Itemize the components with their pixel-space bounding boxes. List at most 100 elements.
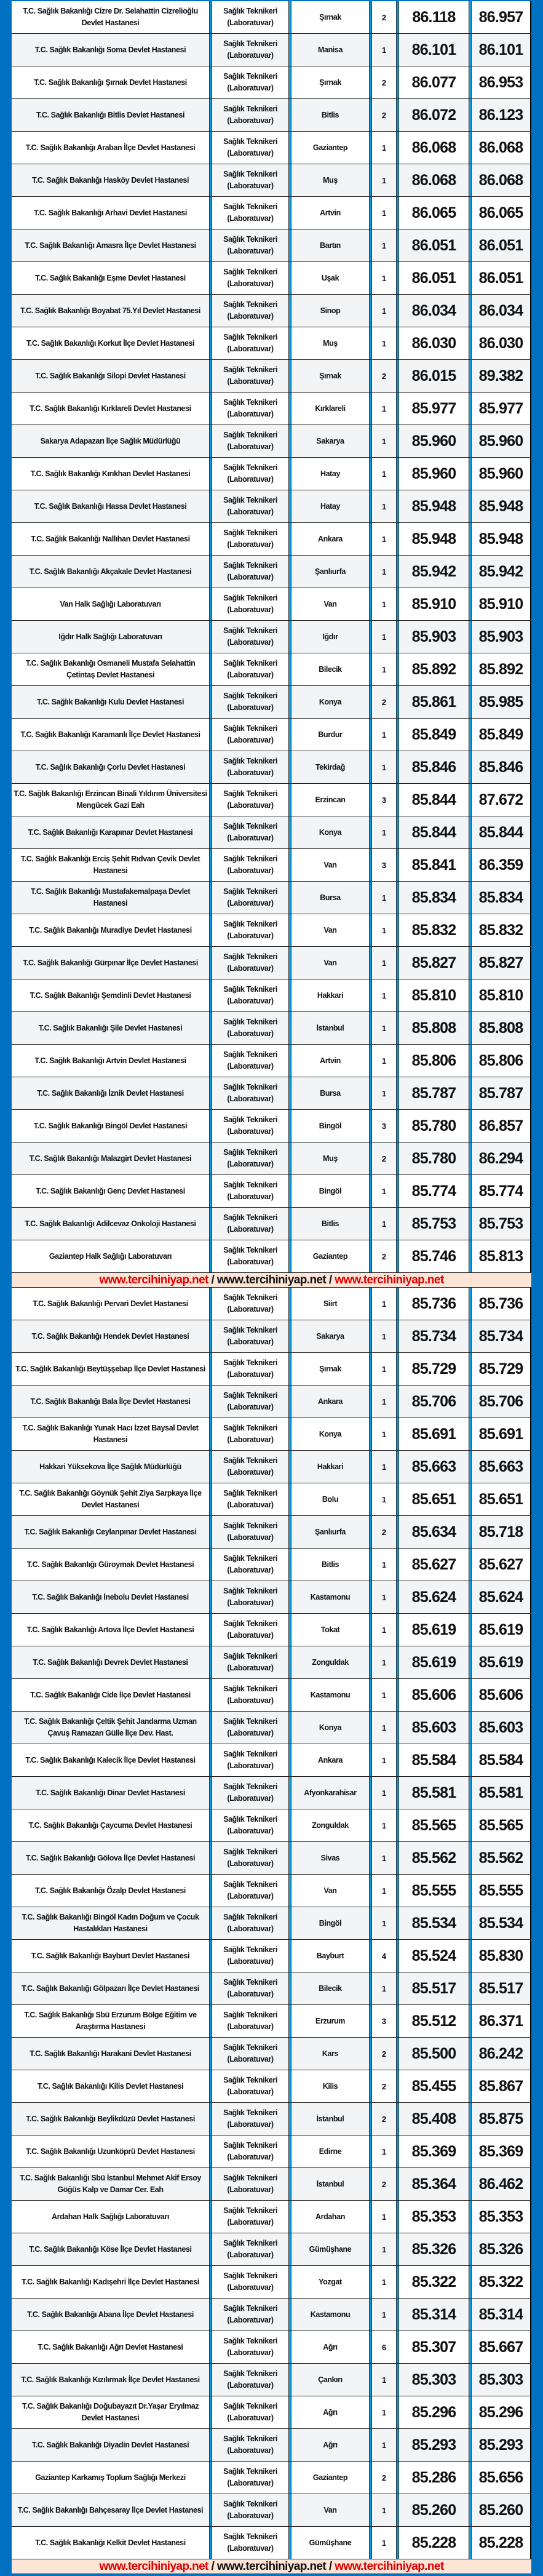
quota-cell: 1 xyxy=(372,295,396,327)
table-row: T.C. Sağlık Bakanlığı Çaycuma Devlet Has… xyxy=(12,1809,531,1842)
website-link[interactable]: www.tercihiniyap.net xyxy=(99,1273,208,1286)
column-divider xyxy=(288,132,291,164)
city-cell: Artvin xyxy=(291,197,369,229)
column-divider xyxy=(469,1483,472,1515)
column-divider xyxy=(288,621,291,653)
column-divider xyxy=(369,653,372,685)
column-divider xyxy=(209,1777,212,1809)
column-divider xyxy=(209,751,212,783)
city-cell: Bitlis xyxy=(291,1208,369,1240)
quota-cell: 1 xyxy=(372,914,396,946)
column-divider xyxy=(469,132,472,164)
quota-cell: 1 xyxy=(372,458,396,490)
max-score-cell: 85.960 xyxy=(472,458,530,490)
institution-name-cell: Van Halk Sağlığı Laboratuvarı xyxy=(12,588,209,620)
department-cell: Sağlık Teknikeri (Laboratuvar) xyxy=(212,1142,288,1174)
column-divider xyxy=(369,1012,372,1044)
department-cell: Sağlık Teknikeri (Laboratuvar) xyxy=(212,132,288,164)
column-divider xyxy=(469,2429,472,2461)
column-divider xyxy=(469,2462,472,2494)
column-divider xyxy=(288,1809,291,1841)
website-link[interactable]: www.tercihiniyap.net xyxy=(335,2559,444,2573)
department-cell: Sağlık Teknikeri (Laboratuvar) xyxy=(212,1077,288,1109)
max-score-cell: 85.977 xyxy=(472,393,530,425)
column-divider xyxy=(369,2070,372,2102)
table-row: T.C. Sağlık Bakanlığı Korkut İlçe Devlet… xyxy=(12,327,531,360)
column-divider xyxy=(288,1386,291,1418)
max-score-cell: 85.832 xyxy=(472,914,530,946)
min-score-cell: 85.734 xyxy=(399,1320,469,1352)
city-cell: Şırnak xyxy=(291,1,369,33)
city-cell: Kilis xyxy=(291,2070,369,2102)
column-divider xyxy=(369,1744,372,1776)
department-cell: Sağlık Teknikeri (Laboratuvar) xyxy=(212,197,288,229)
max-score-cell: 85.787 xyxy=(472,1077,530,1109)
column-divider xyxy=(369,621,372,653)
website-link[interactable]: www.tercihiniyap.net xyxy=(216,1273,327,1286)
column-divider xyxy=(369,1516,372,1548)
department-cell: Sağlık Teknikeri (Laboratuvar) xyxy=(212,2462,288,2494)
min-score-cell: 85.565 xyxy=(399,1809,469,1841)
table-row: T.C. Sağlık Bakanlığı Dinar Devlet Hasta… xyxy=(12,1777,531,1809)
min-score-cell: 85.364 xyxy=(399,2168,469,2200)
max-score-cell: 86.857 xyxy=(472,1110,530,1142)
quota-cell: 2 xyxy=(372,2070,396,2102)
department-cell: Sağlık Teknikeri (Laboratuvar) xyxy=(212,2299,288,2331)
column-divider xyxy=(369,2527,372,2559)
column-divider xyxy=(396,34,399,66)
quota-cell: 1 xyxy=(372,1875,396,1907)
table-row: T.C. Sağlık Bakanlığı Göynük Şehit Ziya … xyxy=(12,1483,531,1516)
department-cell: Sağlık Teknikeri (Laboratuvar) xyxy=(212,1516,288,1548)
website-banner[interactable]: www.tercihiniyap.net / www.tercihiniyap.… xyxy=(12,1273,531,1288)
min-score-cell: 86.065 xyxy=(399,197,469,229)
column-divider xyxy=(288,458,291,490)
website-link[interactable]: www.tercihiniyap.net xyxy=(335,1273,444,1286)
separator-text: / xyxy=(208,1273,217,1286)
department-cell: Sağlık Teknikeri (Laboratuvar) xyxy=(212,1483,288,1515)
city-cell: Ankara xyxy=(291,523,369,555)
city-cell: Bilecik xyxy=(291,653,369,685)
min-score-cell: 86.051 xyxy=(399,262,469,294)
column-divider xyxy=(369,1386,372,1418)
max-score-cell: 85.875 xyxy=(472,2103,530,2135)
min-score-cell: 85.832 xyxy=(399,914,469,946)
quota-cell: 1 xyxy=(372,164,396,196)
institution-name-cell: T.C. Sağlık Bakanlığı Köse İlçe Devlet H… xyxy=(12,2233,209,2265)
max-score-cell: 85.691 xyxy=(472,1418,530,1450)
column-divider xyxy=(209,1907,212,1939)
min-score-cell: 85.619 xyxy=(399,1614,469,1646)
table-row: T.C. Sağlık Bakanlığı Kadışehri İlçe Dev… xyxy=(12,2266,531,2299)
website-banner[interactable]: www.tercihiniyap.net / www.tercihiniyap.… xyxy=(12,2559,531,2574)
column-divider xyxy=(288,1614,291,1646)
column-divider xyxy=(396,197,399,229)
table-row: T.C. Sağlık Bakanlığı Güroymak Devlet Ha… xyxy=(12,1549,531,1581)
table-row: T.C. Sağlık Bakanlığı Gölova İlçe Devlet… xyxy=(12,1842,531,1875)
city-cell: Konya xyxy=(291,816,369,848)
quota-cell: 1 xyxy=(372,1483,396,1515)
institution-name-cell: T.C. Sağlık Bakanlığı Amasra İlçe Devlet… xyxy=(12,229,209,261)
column-divider xyxy=(369,947,372,979)
column-divider xyxy=(288,849,291,881)
max-score-cell: 85.774 xyxy=(472,1175,530,1207)
column-divider xyxy=(288,588,291,620)
min-score-cell: 85.562 xyxy=(399,1842,469,1874)
institution-name-cell: T.C. Sağlık Bakanlığı Soma Devlet Hastan… xyxy=(12,34,209,66)
quota-cell: 2 xyxy=(372,2038,396,2070)
min-score-cell: 85.606 xyxy=(399,1679,469,1711)
column-divider xyxy=(396,1842,399,1874)
column-divider xyxy=(396,947,399,979)
table-row: T.C. Sağlık Bakanlığı Uzunköprü Devlet H… xyxy=(12,2135,531,2168)
column-divider xyxy=(369,1240,372,1272)
column-divider xyxy=(369,2168,372,2200)
max-score-cell: 85.624 xyxy=(472,1581,530,1613)
column-divider xyxy=(396,1646,399,1678)
column-divider xyxy=(209,1483,212,1515)
website-link[interactable]: www.tercihiniyap.net xyxy=(99,2559,208,2573)
column-divider xyxy=(288,1549,291,1581)
department-cell: Sağlık Teknikeri (Laboratuvar) xyxy=(212,882,288,914)
column-divider xyxy=(288,1142,291,1174)
website-link[interactable]: www.tercihiniyap.net xyxy=(216,2559,327,2573)
department-cell: Sağlık Teknikeri (Laboratuvar) xyxy=(212,1679,288,1711)
min-score-cell: 85.780 xyxy=(399,1142,469,1174)
column-divider xyxy=(396,556,399,588)
